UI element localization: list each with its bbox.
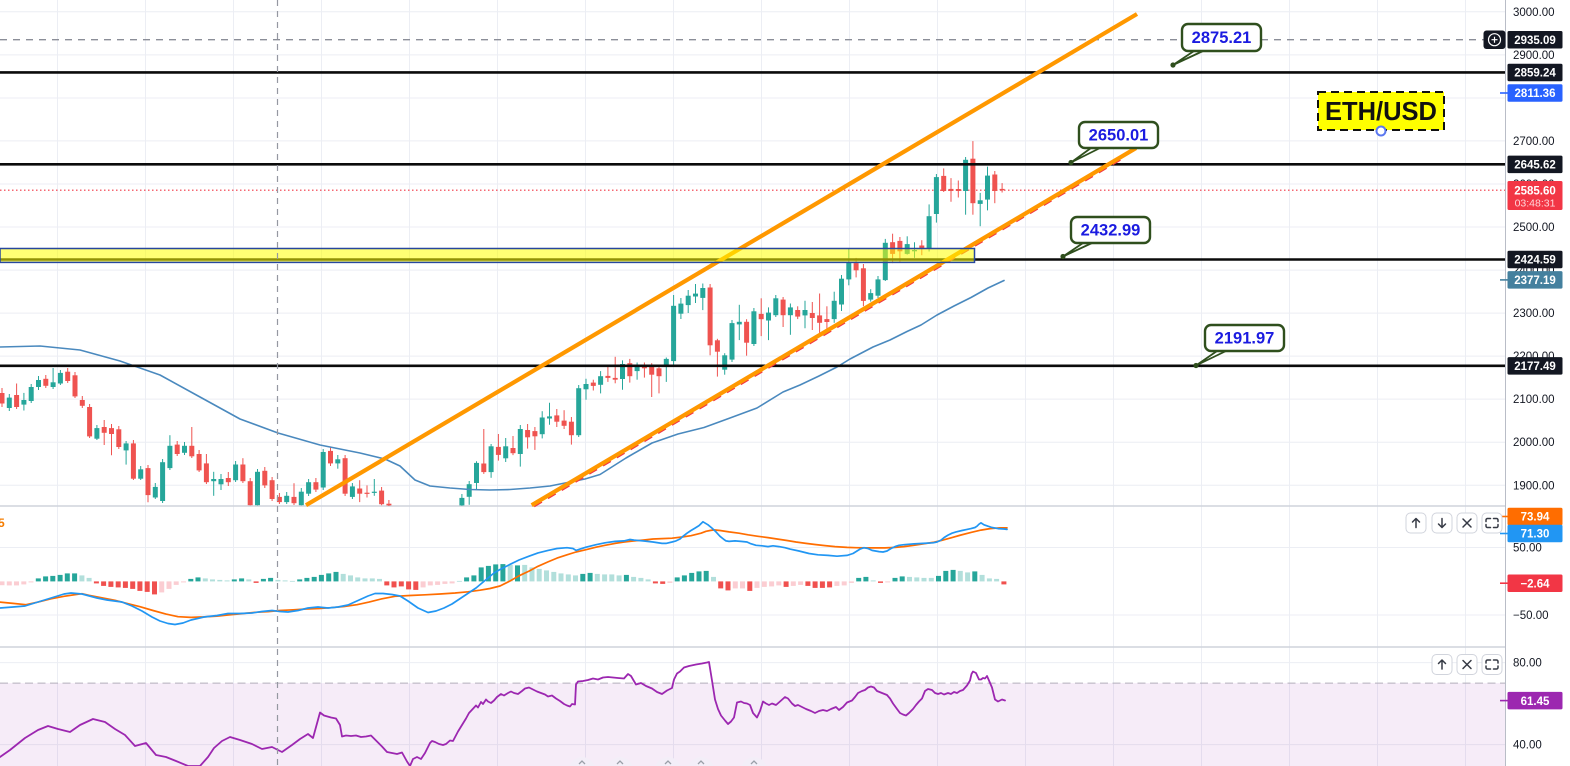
svg-text:2177.49: 2177.49 <box>1514 361 1556 373</box>
svg-text:2424.59: 2424.59 <box>1514 255 1556 267</box>
svg-text:50.00: 50.00 <box>1513 543 1542 555</box>
svg-text:2935.09: 2935.09 <box>1514 35 1556 47</box>
svg-text:2875.21: 2875.21 <box>1192 29 1252 47</box>
svg-text:2585.60: 2585.60 <box>1514 186 1556 198</box>
svg-text:3000.00: 3000.00 <box>1513 7 1555 19</box>
svg-text:ETH/USD: ETH/USD <box>1325 98 1437 126</box>
svg-text:61.45: 61.45 <box>1521 696 1550 708</box>
svg-text:5: 5 <box>0 516 5 530</box>
svg-text:71.30: 71.30 <box>1521 529 1550 541</box>
svg-text:2645.62: 2645.62 <box>1514 160 1556 172</box>
svg-text:2191.97: 2191.97 <box>1215 330 1275 348</box>
svg-text:2900.00: 2900.00 <box>1513 50 1555 62</box>
svg-text:2300.00: 2300.00 <box>1513 308 1555 320</box>
svg-text:2811.36: 2811.36 <box>1515 88 1556 100</box>
svg-text:−50.00: −50.00 <box>1513 610 1549 622</box>
svg-text:2100.00: 2100.00 <box>1513 394 1555 406</box>
svg-text:03:48:31: 03:48:31 <box>1515 198 1556 210</box>
svg-text:2700.00: 2700.00 <box>1513 136 1555 148</box>
svg-text:2500.00: 2500.00 <box>1513 222 1555 234</box>
svg-text:40.00: 40.00 <box>1513 740 1542 752</box>
svg-text:2859.24: 2859.24 <box>1514 68 1556 80</box>
svg-text:73.94: 73.94 <box>1521 512 1550 524</box>
svg-text:2000.00: 2000.00 <box>1513 437 1555 449</box>
svg-text:−2.64: −2.64 <box>1520 578 1550 590</box>
svg-text:2650.01: 2650.01 <box>1089 127 1149 145</box>
svg-text:2377.19: 2377.19 <box>1514 275 1556 287</box>
svg-text:1900.00: 1900.00 <box>1513 480 1555 492</box>
svg-text:2432.99: 2432.99 <box>1081 222 1141 240</box>
svg-text:80.00: 80.00 <box>1513 658 1542 670</box>
